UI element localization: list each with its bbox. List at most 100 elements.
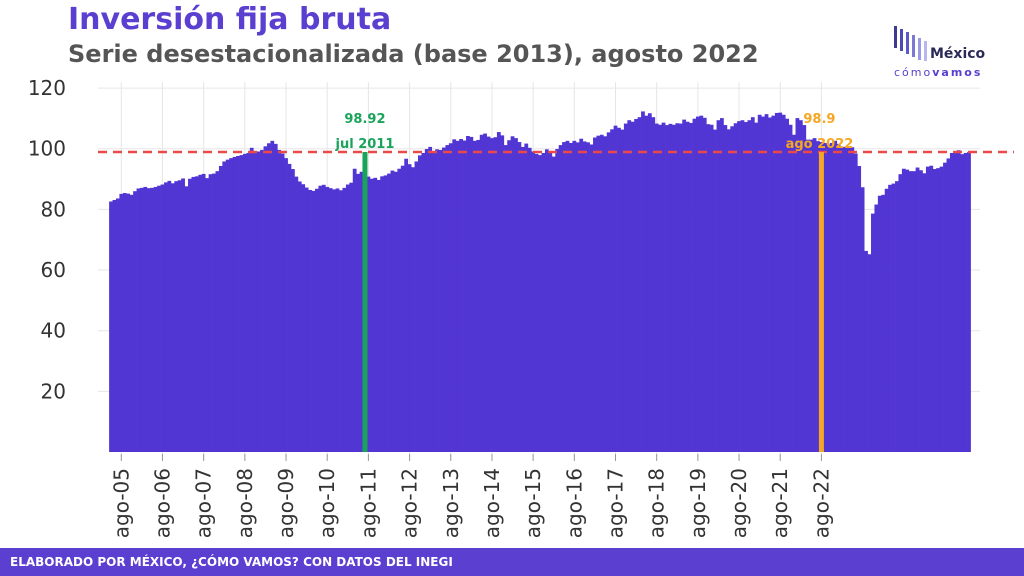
bar	[946, 158, 951, 453]
x-tick-label: ago-15	[521, 468, 545, 538]
bar	[812, 138, 817, 452]
bar	[369, 178, 374, 452]
bar	[445, 145, 450, 452]
bar	[191, 176, 196, 453]
bar	[826, 144, 831, 452]
bar	[150, 187, 155, 452]
x-tick-label: ago-08	[233, 468, 257, 538]
bar	[754, 122, 759, 452]
axis-layer: 20 40 60 80 100 120 ago-05 ago-06 ago-07 ago-08 ag…	[28, 76, 834, 538]
bar	[514, 138, 518, 452]
bar	[740, 120, 745, 453]
bar	[397, 168, 402, 452]
bar	[291, 169, 295, 452]
bar	[160, 184, 165, 453]
bar	[352, 168, 357, 452]
bar	[146, 188, 151, 453]
bar	[339, 190, 343, 452]
bar	[963, 152, 968, 452]
bar	[153, 186, 158, 452]
bar	[668, 123, 673, 452]
x-tick-label: ago-11	[356, 468, 380, 538]
bar	[349, 182, 354, 452]
bar	[139, 187, 144, 452]
bar	[627, 120, 632, 453]
bar	[589, 144, 594, 452]
bar	[551, 156, 556, 452]
bar	[641, 111, 645, 452]
highlight-bar-green	[362, 151, 368, 453]
bar	[236, 156, 240, 452]
y-tick-label: 80	[41, 197, 66, 221]
bar	[270, 140, 275, 452]
annotation-value-orange: 98.9	[803, 112, 835, 127]
bar	[421, 152, 426, 452]
bar	[359, 171, 364, 452]
bar	[544, 149, 549, 452]
bar	[895, 181, 899, 453]
bar	[534, 153, 539, 452]
bar	[685, 121, 690, 453]
bar	[383, 175, 388, 452]
bar	[647, 113, 652, 452]
bar	[548, 152, 553, 452]
bar	[960, 154, 965, 452]
bar	[816, 141, 820, 452]
bar	[239, 155, 244, 453]
bar	[884, 188, 889, 453]
logo-sub-light: cómo	[894, 66, 933, 79]
bar	[877, 195, 882, 453]
logo-sub-bold: vamos	[932, 66, 983, 79]
bar	[720, 118, 724, 453]
bar	[332, 189, 336, 452]
bar	[912, 171, 916, 452]
x-tick-label: ago-12	[398, 468, 422, 538]
bar	[939, 166, 944, 453]
bar	[558, 145, 563, 452]
annotation-date-green: jul 2011	[335, 137, 395, 152]
bar	[774, 112, 779, 453]
bar	[733, 123, 738, 452]
x-tick-label: ago-07	[192, 468, 216, 538]
bar	[771, 115, 776, 452]
bar	[201, 173, 206, 453]
logo-sub-text: cómovamos	[894, 66, 982, 79]
bar	[541, 152, 546, 452]
bar	[596, 135, 601, 452]
bar	[242, 153, 247, 452]
bar	[579, 138, 584, 452]
bar	[119, 193, 124, 452]
bar	[713, 129, 717, 453]
bar	[781, 114, 786, 453]
bar	[833, 140, 838, 452]
bar	[414, 161, 419, 452]
bar	[572, 140, 577, 452]
bar	[246, 152, 251, 452]
bar	[764, 114, 769, 453]
bar	[517, 142, 522, 452]
chart-title: Inversión fija bruta	[68, 2, 392, 37]
bar	[637, 117, 642, 452]
bar	[795, 118, 800, 453]
bar	[692, 118, 697, 453]
bar	[682, 119, 687, 452]
bar	[490, 138, 494, 452]
bar	[115, 198, 120, 452]
bar	[222, 161, 227, 452]
y-tick-label: 60	[41, 258, 66, 282]
bar	[610, 129, 614, 453]
bar	[757, 114, 762, 453]
bar	[603, 136, 608, 453]
bar	[486, 136, 491, 453]
bar	[462, 140, 467, 453]
bar	[253, 151, 258, 453]
bar-layer	[109, 111, 971, 453]
bar	[469, 136, 474, 453]
bar	[342, 187, 347, 452]
bar	[284, 158, 288, 452]
bar	[112, 199, 117, 452]
bar	[891, 183, 896, 452]
bar	[126, 193, 131, 452]
bar	[695, 116, 700, 453]
bar	[630, 121, 635, 453]
